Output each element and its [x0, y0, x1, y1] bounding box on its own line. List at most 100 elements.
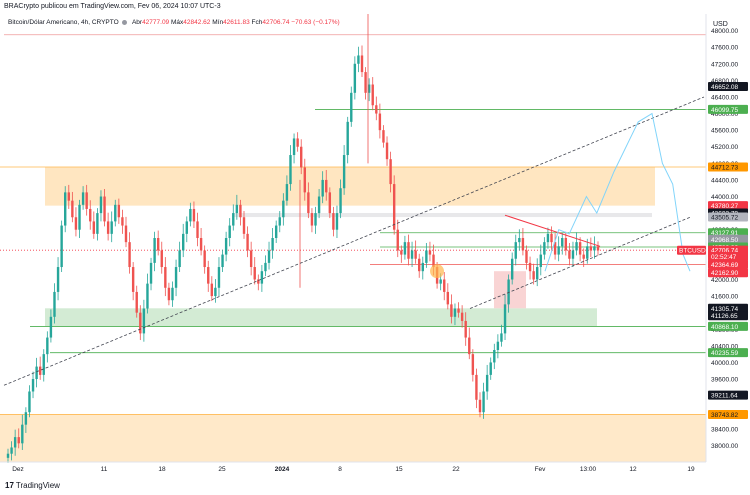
candle-body — [382, 130, 385, 143]
lower-zone — [0, 414, 706, 462]
symbol-description[interactable]: Bitcoin/Dólar Americano, 4h, CRYPTO — [8, 19, 119, 26]
candle-body — [160, 250, 163, 268]
forecast-path — [544, 112, 691, 272]
candle-body — [575, 242, 578, 251]
price-badge-label: 46099.75 — [711, 107, 738, 114]
time-label: 22 — [452, 466, 460, 473]
price-tick-label: 45200.00 — [711, 144, 738, 151]
price-badge — [708, 303, 748, 313]
price-tick-label: 46800.00 — [711, 78, 738, 85]
price-chart[interactable]: USD 48000.00 47600.00 47200.00 46800.00 4640… — [0, 0, 750, 478]
time-label: 18 — [158, 466, 166, 473]
candle-body — [510, 258, 514, 280]
candle-body — [496, 341, 500, 350]
candle-body — [314, 213, 317, 226]
candle-body — [192, 208, 196, 222]
candle-body — [578, 242, 582, 255]
candle-body — [557, 246, 560, 255]
candle-body — [6, 453, 10, 458]
candle-body — [289, 155, 292, 185]
currency-label[interactable]: USD — [713, 21, 728, 28]
candle-body — [64, 192, 67, 226]
candle-body — [189, 208, 192, 222]
candle-body — [471, 354, 475, 375]
candle-body — [146, 283, 149, 309]
candle-body — [443, 279, 446, 292]
candle-body — [203, 250, 206, 268]
price-badge — [708, 104, 748, 114]
candle-body — [228, 225, 231, 238]
candle-body — [221, 254, 224, 268]
price-badge-label: 46652.08 — [711, 84, 738, 91]
candle-body — [403, 242, 407, 255]
price-badge-label: 41126.65 — [711, 313, 738, 320]
candle-body — [171, 287, 174, 301]
price-badge-label: 40235.59 — [711, 350, 738, 357]
candle-body — [468, 337, 471, 355]
candle-body — [500, 333, 503, 342]
candle-body — [421, 262, 424, 272]
time-label: 8 — [338, 466, 342, 473]
candle-body — [249, 250, 253, 268]
candle-body — [357, 55, 360, 64]
candle-body — [553, 242, 557, 255]
price-badge — [708, 311, 748, 321]
candle-body — [532, 271, 535, 280]
price-tick-label: 46000.00 — [711, 111, 738, 118]
price-tick-label: 39600.00 — [711, 377, 738, 384]
candle-body — [539, 254, 542, 268]
price-badge-label: 44712.73 — [711, 164, 738, 171]
supply-zone — [45, 166, 655, 206]
price-tick-label: 38000.00 — [711, 443, 738, 450]
candle-body — [550, 233, 553, 243]
close-label: Fch — [251, 19, 263, 26]
candle-body — [56, 267, 60, 292]
candle-body — [418, 258, 421, 272]
zones-layer — [0, 166, 706, 462]
low-value: 42611.83 — [223, 19, 250, 26]
tradingview-logo[interactable]: 17 TradingView — [5, 481, 60, 490]
price-badge-label: 39211.64 — [711, 393, 738, 400]
price-tick-label: 44000.00 — [711, 194, 738, 201]
candle-body — [99, 196, 103, 214]
candle-body — [564, 238, 568, 251]
candle-body — [485, 374, 489, 392]
price-badge — [708, 234, 748, 244]
price-badge-label: 43127.91 — [711, 230, 738, 237]
candle-body — [224, 238, 228, 255]
candle-body — [400, 250, 403, 255]
candle-body — [335, 213, 339, 230]
candle-body — [453, 308, 457, 317]
candle-body — [432, 254, 435, 268]
candle-body — [156, 238, 160, 251]
candle-body — [232, 213, 235, 226]
close-value: 42706.74 — [262, 19, 290, 26]
candle-body — [131, 267, 135, 292]
candle-body — [42, 354, 45, 375]
candle-body — [217, 267, 221, 288]
candle-body — [78, 204, 81, 230]
red-zone — [494, 271, 526, 309]
open-value: 42777.09 — [142, 19, 170, 26]
candle-body — [114, 204, 117, 222]
price-tick-label: 47200.00 — [711, 61, 738, 68]
candle-body — [253, 267, 256, 280]
symbol-legend: Bitcoin/Dólar Americano, 4h, CRYPTO Abr4… — [8, 19, 340, 26]
high-value: 42842.62 — [183, 19, 211, 26]
candle-body — [346, 121, 349, 156]
candle-body — [35, 366, 38, 380]
candle-body — [274, 225, 278, 238]
price-tick-label: 44400.00 — [711, 177, 738, 184]
channel-upper-line — [3, 96, 705, 386]
candle-body — [124, 225, 128, 243]
price-badge — [708, 251, 748, 261]
candle-body — [92, 221, 96, 234]
candle-body — [332, 213, 335, 230]
price-badge-label: 43505.72 — [711, 215, 738, 222]
price-badge-label: 42706.74 — [711, 248, 738, 255]
candle-body — [121, 217, 124, 226]
candle-body — [31, 379, 35, 392]
highlight-circle — [430, 264, 444, 279]
candle-body — [17, 437, 20, 444]
price-badge-label: 02:52:47 — [711, 254, 737, 261]
